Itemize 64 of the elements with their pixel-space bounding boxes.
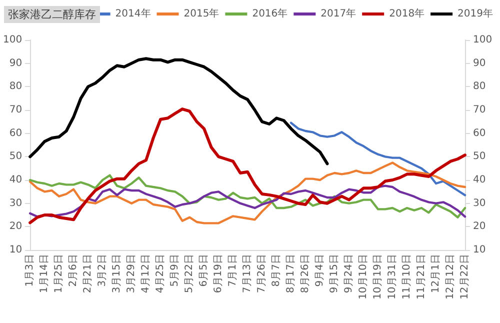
x-tick-label: 11月10日 — [402, 254, 413, 300]
x-tick-label: 9月24日 — [344, 254, 355, 294]
legend-label: 2017年 — [320, 8, 356, 20]
y2-tick-label: 70 — [473, 104, 486, 116]
x-tick-label: 3月2日 — [97, 254, 108, 287]
y2-tick-label: 60 — [473, 128, 486, 139]
x-tick-label: 2月6日 — [68, 254, 80, 287]
y2-tick-label: 20 — [473, 221, 486, 232]
y2-tick-label: 10 — [473, 244, 486, 256]
y2-tick-label: 80 — [473, 81, 486, 92]
y2-tick-label: 40 — [473, 174, 486, 186]
y2-tick-label: 100 — [473, 34, 492, 46]
line-series — [28, 174, 466, 218]
line-series — [28, 184, 466, 218]
legend-label: 2018年 — [389, 8, 425, 20]
x-tick-label: 8月7日 — [271, 254, 282, 287]
x-tick-label: 3月29日 — [126, 254, 138, 294]
y-tick-label: 40 — [9, 174, 22, 186]
x-tick-label: 10月31日 — [387, 254, 398, 300]
x-tick-label: 2月21日 — [82, 254, 94, 294]
x-tick-label: 10月19日 — [372, 254, 384, 300]
legend-label: 2014年 — [115, 8, 151, 20]
x-tick-label: 8月26日 — [300, 254, 312, 294]
x-tick-label: 12月22日 — [460, 254, 470, 300]
y-tick-label: 70 — [9, 104, 22, 116]
y-tick-label: 50 — [9, 151, 22, 162]
x-tick-label: 1月25日 — [54, 254, 65, 294]
x-tick-label: 5月22日 — [184, 254, 196, 294]
y2-tick-label: 50 — [473, 151, 486, 162]
y-tick-label: 100 — [2, 34, 22, 46]
x-tick-label: 7月26日 — [256, 254, 268, 294]
y-tick-label: 90 — [9, 58, 22, 69]
x-tick-label: 4月25日 — [155, 254, 166, 294]
y-tick-label: 30 — [9, 198, 22, 209]
x-tick-label: 1月3日 — [24, 254, 36, 287]
x-tick-label: 12月1日 — [430, 254, 442, 294]
legend-label: 2015年 — [184, 8, 220, 20]
x-tick-label: 6月19日 — [213, 254, 224, 294]
y-tick-label: 10 — [9, 244, 22, 256]
x-tick-label: 5月9日 — [170, 254, 181, 287]
x-tick-label: 3月15日 — [112, 254, 123, 294]
x-tick-label: 1月14日 — [39, 254, 50, 294]
x-tick-label: 8月17日 — [286, 254, 297, 294]
x-tick-label: 11月21日 — [416, 254, 428, 300]
y-tick-label: 20 — [9, 221, 22, 232]
x-tick-label: 12月12日 — [445, 254, 456, 300]
x-tick-label: 6月5日 — [198, 254, 210, 287]
legend-label: 2019年 — [458, 8, 494, 20]
y-tick-label: 60 — [9, 128, 22, 139]
chart-title: 张家港乙二醇库存 — [8, 8, 96, 21]
line-series — [290, 122, 466, 196]
y2-tick-label: 30 — [473, 198, 486, 209]
legend-label: 2016年 — [252, 8, 288, 20]
line-series — [28, 162, 466, 224]
x-tick-label: 9月15日 — [329, 254, 340, 294]
x-tick-label: 10月10日 — [358, 254, 370, 300]
y-tick-label: 80 — [9, 81, 22, 92]
x-tick-label: 4月12日 — [140, 254, 152, 294]
line-series — [28, 108, 466, 224]
x-tick-label: 7月1日 — [228, 254, 239, 287]
y2-tick-label: 90 — [473, 58, 486, 69]
x-tick-label: 9月4日 — [314, 254, 326, 287]
line-series — [28, 57, 329, 166]
x-tick-label: 7月13日 — [242, 254, 254, 294]
